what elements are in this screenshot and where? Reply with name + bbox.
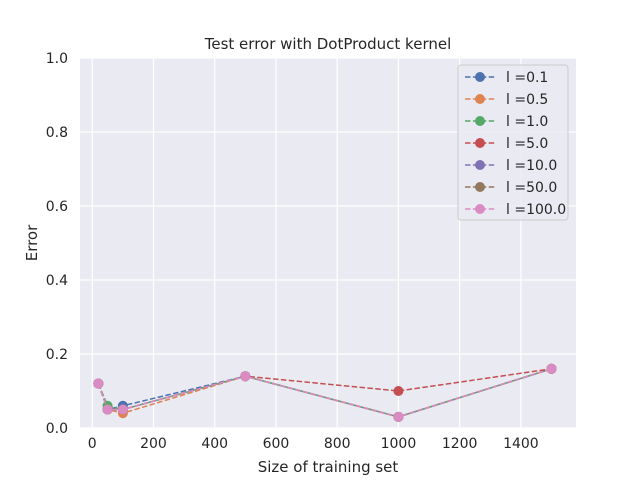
x-tick-label: 1200	[442, 436, 478, 452]
x-tick-label: 400	[201, 436, 228, 452]
x-tick-label: 0	[88, 436, 97, 452]
series-layer	[93, 363, 557, 422]
legend-marker	[475, 160, 485, 170]
x-axis-label: Size of training set	[258, 458, 399, 476]
series-line	[97, 368, 552, 418]
y-tick-label: 0.0	[46, 421, 68, 437]
x-tick-label: 1400	[503, 436, 539, 452]
y-tick-label: 1.0	[46, 51, 68, 67]
y-tick-labels: 0.0 0.2 0.4 0.6 0.8 1.0	[46, 51, 68, 437]
legend-label: l =100.0	[506, 202, 566, 218]
data-point	[117, 404, 128, 415]
legend-marker	[475, 94, 485, 104]
y-tick-label: 0.4	[46, 273, 68, 289]
chart-title: Test error with DotProduct kernel	[204, 35, 452, 53]
series-6	[93, 363, 557, 422]
grid	[80, 57, 576, 429]
y-axis-label: Error	[23, 224, 41, 261]
y-tick-label: 0.8	[46, 125, 68, 141]
legend-marker	[475, 116, 485, 126]
data-point	[393, 411, 404, 422]
legend-marker	[475, 72, 485, 82]
x-tick-labels: 0 200 400 600 800 1000 1200 1400	[88, 436, 539, 452]
legend: l =0.1 l =0.5 l =1.0 l =5.0 l =10.0 l =50.0 l …	[457, 64, 569, 221]
x-tick-label: 1000	[381, 436, 417, 452]
legend-label: l =50.0	[506, 180, 557, 196]
legend-label: l =0.1	[506, 70, 548, 86]
data-point	[102, 404, 113, 415]
legend-box	[457, 64, 569, 221]
legend-label: l =1.0	[506, 114, 548, 130]
legend-marker	[475, 138, 485, 148]
legend-marker	[475, 204, 485, 214]
y-tick-label: 0.2	[46, 347, 68, 363]
y-tick-label: 0.6	[46, 199, 68, 215]
data-point	[546, 363, 557, 374]
legend-label: l =0.5	[506, 92, 548, 108]
series-line	[97, 368, 552, 418]
data-point	[393, 386, 404, 396]
x-tick-label: 200	[140, 436, 167, 452]
x-tick-label: 800	[324, 436, 351, 452]
legend-label: l =5.0	[506, 136, 548, 152]
data-point	[240, 371, 251, 382]
legend-label: l =10.0	[506, 158, 557, 174]
data-point	[93, 378, 104, 389]
legend-marker	[475, 182, 485, 192]
x-tick-label: 600	[263, 436, 290, 452]
